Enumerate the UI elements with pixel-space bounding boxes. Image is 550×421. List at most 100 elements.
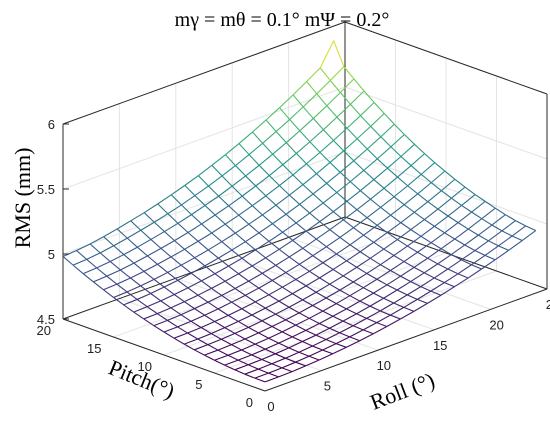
surface-mesh-segment [82, 273, 94, 283]
surface-mesh-segment [410, 229, 422, 237]
surface-mesh-segment [295, 141, 311, 154]
surface-mesh-segment [245, 232, 260, 243]
surface-mesh-segment [400, 222, 412, 231]
surface-mesh-segment [261, 358, 273, 365]
surface-mesh-segment [420, 162, 436, 175]
surface-mesh-segment [350, 103, 361, 116]
surface-mesh-segment [282, 286, 293, 295]
surface-mesh-segment [106, 275, 118, 285]
surface-mesh-segment [501, 230, 513, 237]
surface-mesh-segment [248, 214, 263, 225]
surface-mesh-segment [200, 321, 215, 328]
surface-mesh-segment [478, 224, 493, 236]
surface-mesh-segment [288, 306, 300, 314]
surface-mesh-segment [318, 353, 333, 361]
surface-mesh-segment [403, 193, 419, 206]
surface-mesh-segment [130, 270, 145, 279]
surface-mesh-segment [160, 294, 175, 302]
surface-mesh-segment [474, 194, 486, 202]
surface-mesh-segment [308, 310, 324, 319]
surface-mesh-segment [393, 123, 405, 135]
surface-mesh-segment [370, 125, 382, 138]
surface-mesh-segment [99, 245, 114, 254]
surface-mesh-segment [177, 279, 189, 289]
surface-mesh-segment [336, 253, 347, 262]
surface-mesh-segment [221, 295, 232, 303]
surface-mesh-segment [397, 229, 412, 241]
surface-mesh-segment [339, 332, 350, 338]
surface-mesh-segment [461, 204, 472, 213]
surface-mesh-segment [214, 354, 229, 361]
surface-mesh-segment [170, 256, 182, 266]
surface-mesh-segment [72, 264, 84, 275]
surface-mesh-segment [359, 333, 374, 342]
surface-mesh-segment [376, 146, 392, 160]
surface-mesh-segment [184, 184, 196, 196]
surface-mesh-segment [201, 214, 216, 225]
surface-mesh-segment [197, 175, 209, 187]
surface-mesh-segment [390, 270, 401, 277]
surface-mesh-segment [434, 162, 446, 172]
surface-mesh-segment [238, 131, 253, 144]
surface-mesh-segment [413, 201, 429, 213]
surface-mesh-segment [285, 203, 300, 215]
surface-mesh-segment [312, 345, 323, 351]
surface-mesh-segment [275, 264, 287, 274]
surface-mesh-segment [272, 223, 283, 233]
surface-mesh-segment [123, 254, 135, 264]
surface-mesh-segment [194, 185, 209, 197]
surface-mesh-segment [295, 278, 307, 287]
surface-mesh-segment [305, 359, 320, 367]
surface-mesh-segment [191, 204, 206, 216]
surface-mesh-segment [126, 229, 142, 239]
surface-mesh-segment [427, 294, 442, 304]
surface-mesh-segment [349, 181, 361, 192]
surface-mesh-segment [424, 219, 435, 227]
surface-mesh-segment [457, 211, 473, 224]
surface-mesh-segment [484, 254, 496, 261]
surface-mesh-segment [494, 249, 509, 261]
surface-mesh-segment [467, 218, 483, 230]
surface-mesh-segment [376, 322, 388, 328]
surface-mesh-segment [184, 240, 199, 250]
surface-mesh-segment [275, 347, 290, 355]
surface-mesh-segment [339, 236, 351, 246]
surface-mesh-segment [96, 261, 111, 269]
surface-mesh-segment [302, 291, 317, 301]
surface-mesh-segment [295, 355, 310, 363]
surface-mesh-segment [413, 266, 425, 274]
surface-mesh-segment [457, 273, 469, 279]
surface-mesh-segment [258, 332, 269, 339]
surface-mesh-segment [167, 314, 182, 321]
surface-mesh-segment [282, 152, 297, 166]
surface-mesh-segment [288, 247, 304, 258]
surface-mesh-segment [308, 355, 320, 361]
surface-mesh-segment [336, 181, 351, 193]
surface-mesh-segment [170, 301, 185, 309]
surface-mesh-segment [154, 213, 169, 223]
surface-mesh-segment [457, 222, 469, 230]
surface-mesh-segment [191, 265, 206, 274]
surface-mesh-segment [136, 298, 148, 308]
y-tick-label: 20 [37, 323, 51, 338]
back-floor-edge [62, 216, 346, 320]
surface-mesh-segment [181, 204, 192, 216]
surface-mesh-segment [224, 327, 236, 334]
surface-mesh-segment [187, 326, 202, 334]
surface-mesh-segment [184, 175, 199, 186]
surface-mesh-segment [397, 239, 408, 247]
surface-mesh-segment [190, 272, 202, 282]
surface-mesh-segment [363, 287, 374, 294]
surface-mesh-segment [498, 235, 513, 247]
x-tick-label: 20 [489, 317, 503, 332]
surface-mesh-segment [265, 185, 280, 197]
surface-mesh-segment [89, 243, 101, 254]
surface-mesh-segment [183, 343, 195, 351]
surface-mesh-segment [211, 164, 223, 177]
surface-mesh-segment [366, 310, 381, 319]
surface-mesh-segment [430, 232, 445, 244]
surface-mesh-segment [380, 264, 391, 271]
surface-mesh-segment [302, 238, 317, 249]
surface-mesh-segment [410, 165, 422, 175]
surface-mesh-segment [295, 361, 306, 367]
